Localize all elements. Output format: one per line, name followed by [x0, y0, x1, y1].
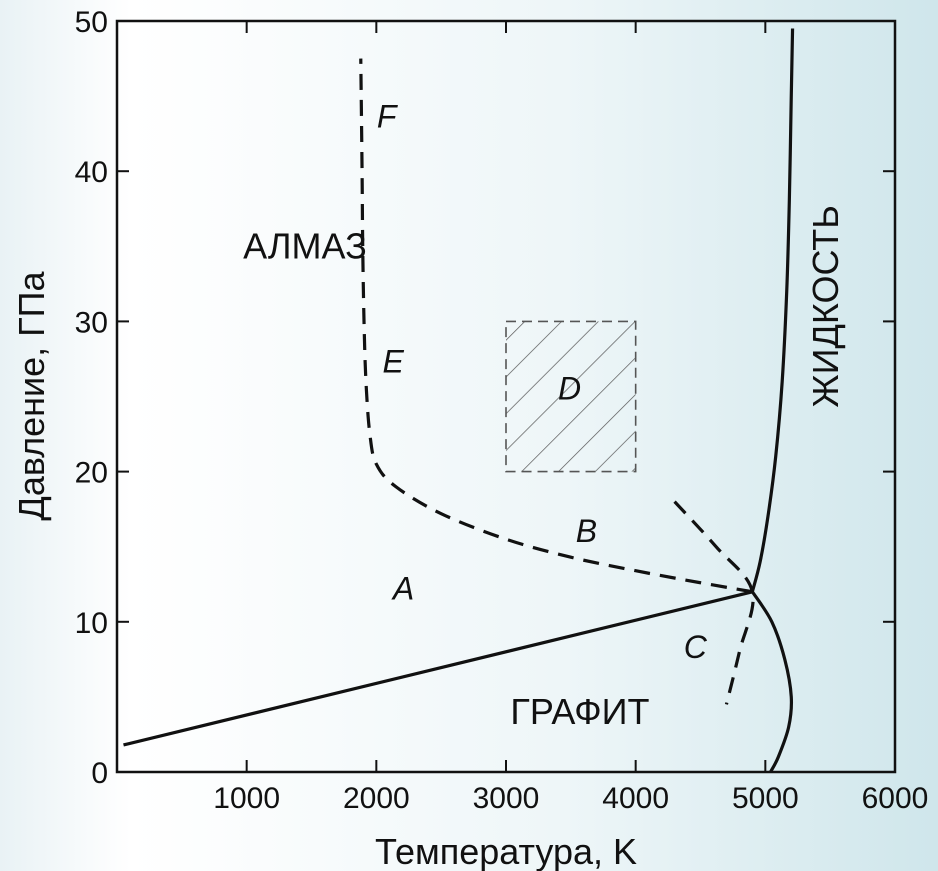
y-tick-label: 20 — [75, 457, 108, 490]
x-tick-label: 5000 — [732, 782, 799, 815]
axis-tick-labels: 1000 2000 3000 4000 5000 6000 0 10 20 30 40 50 — [75, 6, 929, 815]
y-tick-label: 0 — [91, 757, 108, 790]
region-label-F: F — [377, 99, 399, 135]
region-label-E: E — [383, 343, 405, 379]
series-kinetic-boundary-B-E-F — [359, 58, 753, 594]
x-tick-label: 3000 — [473, 782, 540, 815]
y-axis-title: Давление, ГПа — [11, 270, 52, 520]
hatched-region-D — [505, 320, 637, 473]
series-graphite-diamond-boundary — [123, 590, 753, 747]
x-tick-label: 2000 — [343, 782, 410, 815]
series-graphite-liquid-boundary — [751, 590, 794, 773]
y-tick-label: 40 — [75, 156, 108, 189]
series-kinetic-boundary-C — [673, 500, 755, 705]
region-label-C: C — [684, 629, 708, 665]
region-label-liquid: ЖИДКОСТЬ — [805, 205, 846, 407]
region-labels: АЛМАЗ ГРАФИТ ЖИДКОСТЬ A B C D E F — [243, 99, 846, 732]
y-tick-label: 50 — [75, 6, 108, 39]
x-tick-label: 1000 — [213, 782, 280, 815]
axis-ticks — [117, 20, 896, 773]
y-tick-label: 30 — [75, 306, 108, 339]
x-tick-label: 6000 — [862, 782, 929, 815]
x-tick-label: 4000 — [602, 782, 669, 815]
region-label-D: D — [558, 371, 581, 407]
region-label-diamond: АЛМАЗ — [243, 225, 367, 266]
series-layer — [123, 28, 795, 773]
series-diamond-liquid-boundary — [750, 28, 795, 593]
region-label-A: A — [391, 570, 414, 606]
y-tick-label: 10 — [75, 607, 108, 640]
region-label-B: B — [576, 513, 597, 549]
x-axis-title: Температура, K — [375, 831, 637, 871]
shaded-region-layer — [505, 320, 637, 473]
region-label-graphite: ГРАФИТ — [510, 691, 649, 732]
